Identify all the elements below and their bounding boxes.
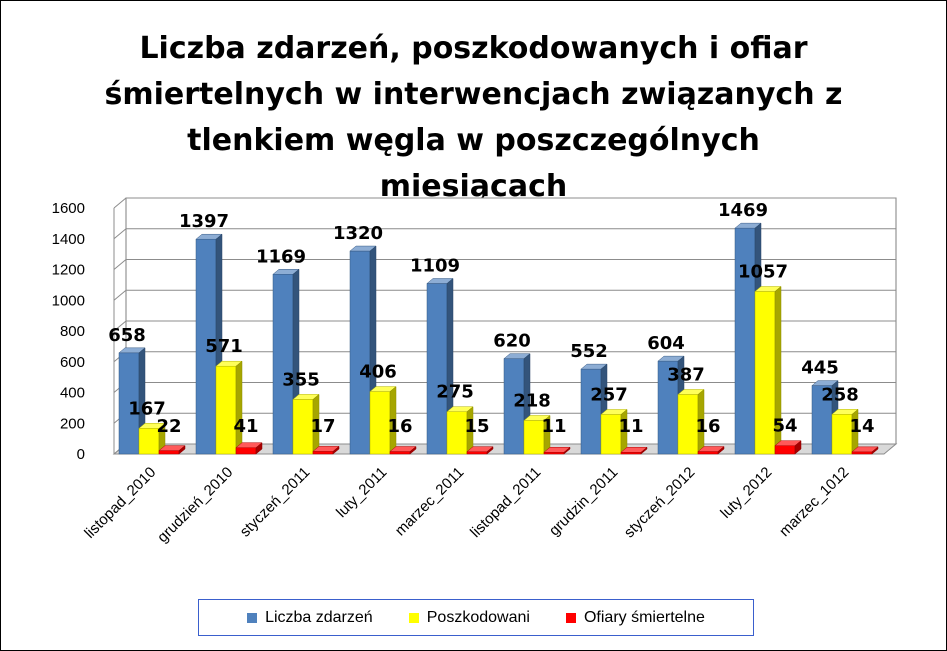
bar-6-series-0 <box>580 368 602 455</box>
data-label: 1057 <box>738 261 788 282</box>
data-label: 1169 <box>256 246 306 267</box>
bar-1-series-2 <box>235 447 257 455</box>
legend: Liczba zdarzeń Poszkodowani Ofiary śmier… <box>198 599 754 636</box>
gridline <box>113 289 896 301</box>
x-tick-label: luty_2012 <box>717 464 775 522</box>
data-label: 387 <box>667 364 705 385</box>
data-label: 1469 <box>718 200 768 221</box>
bar-8-series-2 <box>774 445 796 455</box>
data-label: 11 <box>541 416 566 437</box>
bar-side-9-series-2 <box>871 446 879 455</box>
data-label: 17 <box>310 416 335 437</box>
gridline <box>113 197 896 209</box>
bar-6-series-2 <box>620 452 642 455</box>
bar-4-series-0 <box>426 283 448 455</box>
data-label: 16 <box>695 416 720 437</box>
bar-0-series-2 <box>158 450 180 455</box>
data-label: 445 <box>801 358 839 379</box>
data-label: 11 <box>618 416 643 437</box>
gridline <box>113 320 896 332</box>
bar-1-series-1 <box>215 365 237 455</box>
data-label: 218 <box>513 390 551 411</box>
x-tick-label: grudzin_2011 <box>546 464 622 540</box>
data-label: 167 <box>128 398 166 419</box>
x-tick-label: listopad_2010 <box>81 464 159 542</box>
bar-3-series-2 <box>389 451 411 455</box>
y-tick-label: 1600 <box>52 200 85 217</box>
data-label: 54 <box>772 416 797 437</box>
gridline <box>113 259 896 270</box>
data-label: 658 <box>108 325 146 346</box>
bar-3-series-0 <box>349 250 371 455</box>
x-tick-label: marzec_2011 <box>392 464 468 540</box>
y-tick-label: 800 <box>60 323 85 340</box>
legend-swatch-series-2 <box>565 612 576 623</box>
y-tick-label: 1200 <box>52 262 85 279</box>
bar-4-series-2 <box>466 451 488 455</box>
legend-swatch-series-1 <box>408 612 419 623</box>
legend-item: Liczba zdarzeń <box>247 609 373 627</box>
legend-item: Poszkodowani <box>408 608 530 627</box>
data-label: 275 <box>436 382 474 403</box>
data-label: 552 <box>570 341 608 362</box>
bar-side-5-series-2 <box>563 446 571 455</box>
bar-side-4-series-2 <box>486 446 494 455</box>
bar-side-2-series-2 <box>332 445 340 455</box>
y-tick-label: 1400 <box>52 231 85 248</box>
bar-7-series-2 <box>697 451 719 455</box>
data-label: 22 <box>156 416 181 437</box>
data-label: 15 <box>464 416 489 437</box>
bar-side-1-series-2 <box>255 442 263 455</box>
legend-swatch-series-0 <box>247 612 258 623</box>
x-tick-label: styczeń_2011 <box>237 464 314 541</box>
data-label: 406 <box>359 362 397 383</box>
bar-side-7-series-2 <box>717 446 725 455</box>
bar-side-1-series-1 <box>235 360 243 455</box>
bar-side-8-series-2 <box>794 440 802 455</box>
data-label: 1109 <box>410 255 460 276</box>
x-tick-label: grudzień_2010 <box>154 464 236 546</box>
bar-2-series-0 <box>272 274 294 455</box>
bar-9-series-2 <box>851 451 873 455</box>
y-tick-label: 400 <box>60 385 85 402</box>
x-tick-label: styczeń_2012 <box>621 464 698 541</box>
data-label: 1397 <box>179 211 229 232</box>
y-tick-label: 1000 <box>52 292 85 309</box>
bar-5-series-2 <box>543 452 565 455</box>
data-label: 1320 <box>333 223 383 244</box>
data-label: 16 <box>387 416 412 437</box>
legend-item: Ofiary śmiertelne <box>565 608 705 627</box>
legend-label: Ofiary śmiertelne <box>583 608 705 626</box>
bar-side-0-series-2 <box>178 445 186 455</box>
y-tick-label: 200 <box>60 415 85 432</box>
y-tick-label: 0 <box>77 446 85 463</box>
data-label: 604 <box>647 333 685 354</box>
x-tick-label: listopad_2011 <box>467 464 544 541</box>
data-label: 620 <box>493 331 531 352</box>
bar-2-series-2 <box>312 451 334 455</box>
x-tick-label: marzec_1012 <box>776 464 852 540</box>
bar-side-6-series-2 <box>640 446 648 455</box>
data-label: 258 <box>821 384 859 405</box>
data-label: 257 <box>590 384 628 405</box>
bar-side-3-series-2 <box>409 446 417 455</box>
data-label: 14 <box>849 416 874 437</box>
data-label: 571 <box>205 336 243 357</box>
legend-label: Poszkodowani <box>426 608 530 626</box>
x-tick-label: luty_2011 <box>333 464 390 521</box>
data-label: 355 <box>282 369 320 390</box>
y-tick-label: 600 <box>60 354 85 371</box>
data-label: 41 <box>233 416 258 437</box>
legend-label: Liczba zdarzeń <box>265 608 373 626</box>
gridline <box>113 228 896 240</box>
